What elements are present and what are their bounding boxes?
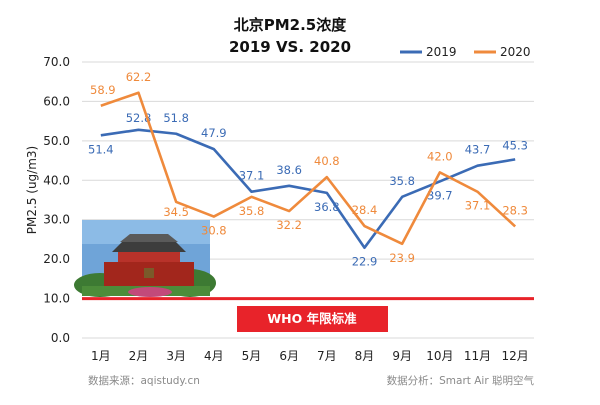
data-label: 38.6 bbox=[276, 163, 302, 177]
series-lines: 51.452.8 51.847.937.1 38.636.822.935.839.7… bbox=[88, 70, 528, 269]
x-tick-label: 6月 bbox=[279, 349, 299, 363]
x-tick-label: 12月 bbox=[502, 349, 529, 363]
x-tick-label: 9月 bbox=[392, 349, 412, 363]
who-standard-label: WHO 年限标准 bbox=[267, 311, 357, 326]
data-label: 34.5 bbox=[163, 205, 189, 219]
data-label: 32.2 bbox=[276, 218, 302, 232]
data-label: 45.3 bbox=[502, 138, 528, 152]
data-label: 35.8 bbox=[389, 174, 415, 188]
data-label: 23.9 bbox=[389, 251, 415, 265]
data-label: 28.3 bbox=[502, 203, 528, 217]
x-tick-label: 7月 bbox=[317, 349, 337, 363]
x-tick-label: 3月 bbox=[166, 349, 186, 363]
data-label: 47.9 bbox=[201, 126, 227, 140]
x-tick-label: 10月 bbox=[426, 349, 453, 363]
source-right: 数据分析：Smart Air 聪明空气 bbox=[387, 374, 535, 387]
data-label: 42.0 bbox=[427, 149, 453, 163]
y-tick-label: 50.0 bbox=[43, 134, 70, 148]
data-label: 22.9 bbox=[352, 255, 378, 269]
tiananmen-photo bbox=[74, 220, 216, 297]
legend-label: 2020 bbox=[500, 45, 531, 59]
data-label: 37.1 bbox=[465, 199, 491, 213]
chart-subtitle: 2019 VS. 2020 bbox=[229, 38, 351, 56]
x-tick-label: 5月 bbox=[242, 349, 262, 363]
data-label: 51.4 bbox=[88, 142, 114, 156]
x-axis-ticks: 1月 2月 3月 4月 5月 6月 7月 8月 9月 10月 11月 12月 bbox=[91, 349, 529, 363]
y-tick-label: 60.0 bbox=[43, 94, 70, 108]
data-label: 36.8 bbox=[314, 200, 340, 214]
x-tick-label: 11月 bbox=[464, 349, 491, 363]
y-tick-label: 20.0 bbox=[43, 252, 70, 266]
grid-lines bbox=[82, 61, 534, 339]
data-label: 35.8 bbox=[239, 204, 265, 218]
data-label: 39.7 bbox=[427, 188, 453, 202]
chart-title: 北京PM2.5浓度 bbox=[234, 16, 347, 34]
x-tick-label: 2月 bbox=[129, 349, 149, 363]
data-label: 62.2 bbox=[126, 70, 152, 84]
legend: 2019 2020 bbox=[400, 45, 531, 59]
source-left: 数据来源：aqistudy.cn bbox=[88, 374, 200, 387]
data-label: 43.7 bbox=[465, 143, 491, 157]
y-axis-ticks: 0.0 10.0 20.0 30.0 40.0 50.0 60.0 70.0 bbox=[43, 55, 70, 345]
y-tick-label: 10.0 bbox=[43, 292, 70, 306]
who-standard-badge bbox=[237, 306, 388, 332]
y-tick-label: 40.0 bbox=[43, 173, 70, 187]
data-label: 37.1 bbox=[239, 169, 265, 183]
series-line-2020 bbox=[100, 91, 517, 246]
series-line-2019 bbox=[100, 128, 516, 250]
x-tick-label: 1月 bbox=[91, 349, 111, 363]
legend-label: 2019 bbox=[426, 45, 457, 59]
data-label: 40.8 bbox=[314, 154, 340, 168]
y-tick-label: 30.0 bbox=[43, 213, 70, 227]
data-label: 51.8 bbox=[163, 111, 189, 125]
x-tick-label: 8月 bbox=[355, 349, 375, 363]
data-label: 58.9 bbox=[90, 83, 116, 97]
y-axis-label: PM2.5 (ug/m3) bbox=[25, 146, 39, 234]
data-label: 28.4 bbox=[352, 203, 378, 217]
y-tick-label: 70.0 bbox=[43, 55, 70, 69]
y-tick-label: 0.0 bbox=[51, 331, 70, 345]
x-tick-label: 4月 bbox=[204, 349, 224, 363]
data-label: 30.8 bbox=[201, 224, 227, 238]
